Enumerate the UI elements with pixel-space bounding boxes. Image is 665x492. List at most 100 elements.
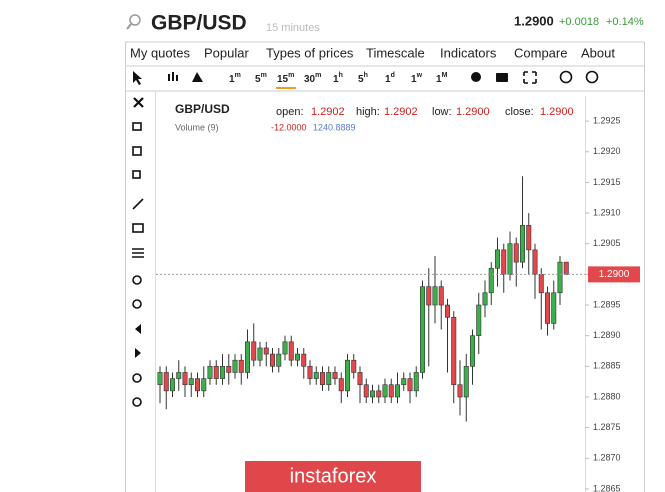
settings-tool[interactable]: [471, 72, 481, 82]
timeframe-number: 30: [304, 74, 316, 85]
y-tick-label: 1.2880: [593, 391, 621, 401]
candles-tool[interactable]: [168, 72, 178, 81]
candle-body: [501, 249, 507, 275]
timeframe[interactable]: 1m: [229, 72, 241, 85]
fullscreen-tool[interactable]: [523, 71, 537, 84]
candle-body: [207, 366, 213, 379]
download-tool[interactable]: [559, 70, 573, 84]
timeframe-number: 1: [411, 74, 417, 85]
menu-item[interactable]: Popular: [204, 45, 249, 60]
volume-change: -12.0000: [271, 122, 307, 132]
timeframe-unit: h: [339, 72, 343, 79]
menu-item[interactable]: Compare: [514, 45, 567, 60]
upload-tool[interactable]: [585, 70, 599, 84]
search-icon[interactable]: [126, 14, 141, 30]
candle-body: [170, 378, 176, 392]
candle-body: [213, 366, 219, 379]
candle-body: [326, 372, 332, 386]
candle-body: [226, 366, 232, 373]
candle-body: [532, 249, 538, 275]
candle-body: [176, 372, 182, 379]
candle-body: [282, 341, 288, 355]
line-tool[interactable]: [132, 198, 144, 210]
timeframe-unit: h: [364, 72, 368, 79]
candle-body: [419, 286, 425, 373]
candle-body: [401, 378, 407, 386]
menu-item[interactable]: Timescale: [366, 45, 425, 60]
candle-body: [538, 274, 544, 294]
timeframe[interactable]: 15m: [277, 72, 294, 85]
menu-item[interactable]: About: [581, 45, 615, 60]
candle-body: [463, 366, 469, 398]
menu-item[interactable]: My quotes: [130, 45, 190, 60]
candle-body: [163, 372, 169, 392]
timeframe-number: 1: [436, 74, 442, 85]
menu-item[interactable]: Indicators: [440, 45, 497, 60]
change-pct: +0.14%: [606, 16, 644, 28]
area-tool[interactable]: [192, 72, 203, 82]
camera-tool[interactable]: [496, 73, 508, 82]
y-tick-label: 1.2875: [593, 422, 621, 432]
y-tick-label: 1.2910: [593, 207, 621, 217]
candle-body: [557, 261, 563, 294]
candle-body: [363, 384, 369, 398]
candle-body: [357, 372, 363, 386]
zoom-in[interactable]: [132, 275, 142, 285]
timeframe[interactable]: 1M: [436, 72, 448, 85]
y-tick-label: 1.2870: [593, 453, 621, 463]
candle-body: [388, 384, 394, 398]
zoom-out[interactable]: [132, 299, 142, 309]
y-tick-label: 1.2885: [593, 361, 621, 371]
timeframe-unit: m: [315, 72, 321, 79]
candle-body: [413, 372, 419, 392]
timeframe-unit: M: [442, 72, 448, 79]
timeframe-number: 5: [358, 74, 364, 85]
timeframe[interactable]: 1d: [385, 72, 395, 85]
tool[interactable]: [132, 397, 142, 407]
candle-body: [157, 372, 163, 386]
y-tick-label: 1.2915: [593, 177, 621, 187]
menu-item[interactable]: Types of prices: [266, 45, 354, 60]
candle-body: [344, 359, 350, 392]
scroll-left[interactable]: [135, 324, 141, 334]
y-tick-label: 1.2865: [593, 483, 621, 492]
tool[interactable]: [132, 146, 142, 156]
timeframe[interactable]: 1h: [333, 72, 343, 85]
tool[interactable]: [132, 122, 142, 131]
tool[interactable]: [132, 170, 141, 179]
delete-tool[interactable]: [133, 97, 144, 108]
volume-value: 1240.8889: [313, 122, 356, 132]
candle-body: [488, 267, 494, 294]
timeframe-unit: m: [261, 72, 267, 79]
candle-body: [482, 292, 488, 306]
candle-body: [332, 372, 338, 379]
candle-body: [276, 353, 282, 367]
candle-body: [182, 372, 188, 386]
price: 1.2900: [514, 13, 554, 28]
symbol-title: GBP/USD: [151, 12, 247, 35]
cursor-tool[interactable]: [133, 71, 142, 85]
timeframe[interactable]: 5m: [255, 72, 267, 85]
candle-body: [245, 341, 251, 373]
y-tick-label: 1.2895: [593, 299, 621, 309]
timeframe[interactable]: 30m: [304, 72, 321, 85]
fib-tool[interactable]: [132, 248, 144, 258]
scroll-right[interactable]: [135, 348, 141, 358]
candle-body: [438, 286, 444, 306]
candle-body: [451, 316, 457, 386]
tool[interactable]: [132, 373, 142, 383]
timeframe[interactable]: 1w: [411, 72, 423, 85]
candle-body: [263, 347, 269, 355]
volume-label: Volume (9): [175, 122, 219, 132]
candle-body: [544, 292, 550, 324]
rect-tool[interactable]: [132, 223, 144, 233]
legend-value: 1.2900: [540, 106, 574, 118]
candle-body: [351, 359, 357, 373]
candle-body: [519, 225, 525, 263]
legend-value: 1.2902: [311, 106, 345, 118]
timeframe[interactable]: 5h: [358, 72, 368, 85]
timeframe-unit: m: [288, 72, 294, 79]
candle-body: [301, 353, 307, 367]
candle-body: [551, 292, 557, 324]
